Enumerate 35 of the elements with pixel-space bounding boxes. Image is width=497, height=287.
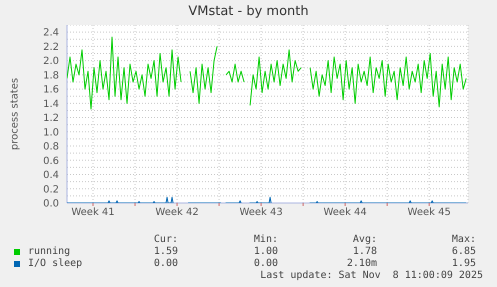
y-tick-label: 1.4 [43,98,59,110]
chart-title: VMstat - by month [187,4,310,19]
legend-label: I/O sleep [28,258,82,269]
text: Avg: [352,234,377,245]
y-tick-label: 0.8 [43,142,59,153]
text: 6.85 [452,246,476,257]
y-tick-label: 0.4 [43,170,59,182]
y-tick-label: 1.8 [43,70,59,82]
text: 2.10m [346,258,377,269]
text: 0.00 [154,258,178,269]
text: 1.00 [254,246,278,257]
y-tick-label: 0.2 [43,184,59,196]
text: 1.78 [352,246,377,257]
y-tick-label: 0.0 [43,198,59,210]
text: 1.95 [452,258,476,269]
x-tick-label: Week 45 [408,207,451,218]
y-axis-title: process states [10,78,21,150]
y-tick-label: 1.6 [43,84,59,96]
legend-label: running [28,246,70,257]
text: 1.59 [154,246,178,257]
text: Last update: Sat Nov 8 11:00:09 2025 [260,270,483,281]
text: Max: [452,234,476,245]
x-tick-label: Week 44 [323,207,367,218]
text: 0.00 [254,258,278,269]
y-tick-label: 1.2 [43,113,59,124]
y-tick-label: 2.4 [43,28,59,39]
text: Cur: [154,234,178,245]
text: Min: [254,234,278,245]
y-tick-label: 0.6 [43,156,59,167]
y-tick-label: 2.0 [43,56,59,68]
y-tick-label: 1.0 [43,127,59,138]
x-tick-label: Week 41 [71,207,115,218]
y-tick-label: 2.2 [43,42,59,53]
x-tick-label: Week 42 [155,207,199,218]
x-tick-label: Week 43 [239,207,283,218]
